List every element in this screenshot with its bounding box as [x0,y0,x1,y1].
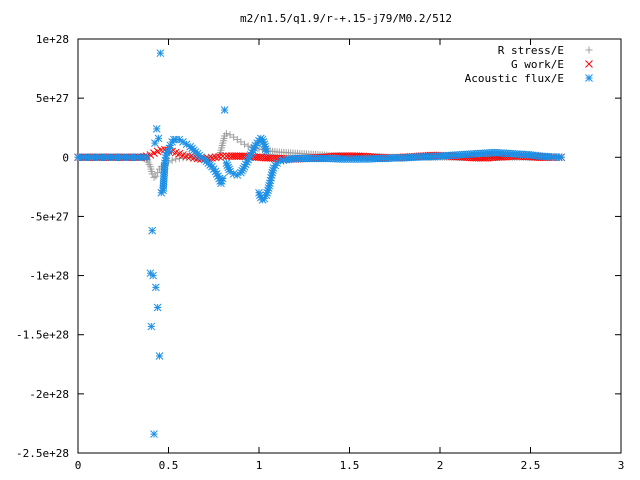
data-point [151,139,159,147]
data-point [226,131,234,139]
data-point [148,226,157,235]
legend-marker [585,60,593,68]
legend-marker [585,74,593,82]
data-point [155,352,164,360]
x-tick-label: 2.5 [521,459,541,472]
data-point [233,136,241,144]
data-point [152,125,161,133]
data-point [150,173,158,181]
x-axis: 0 0.5 1 1.5 2 2.5 3 [75,39,625,472]
data-point [230,133,238,141]
data-point [262,147,271,156]
x-tick-label: 1 [256,459,263,472]
y-tick-label: 0 [62,151,69,164]
y-tick-label: -1e+28 [29,270,69,283]
data-point [150,149,158,157]
x-tick-label: 0.5 [159,459,179,472]
y-axis: 1e+28 5e+27 0 -5e+27 -1e+28 -1.5e+28 -2e+28 -2.… [16,33,621,460]
legend-marker [585,46,593,54]
data-point [175,154,183,162]
data-point [142,153,151,162]
data-point [154,134,163,143]
legend-label: G work/E [511,58,564,71]
data-point [148,170,156,178]
data-point [244,155,252,164]
data-point [151,283,160,292]
y-tick-label: -5e+27 [29,210,69,223]
y-tick-label: -2e+28 [29,388,69,401]
y-tick-label: 1e+28 [36,33,69,46]
data-point [147,322,156,331]
y-tick-label: -2.5e+28 [16,447,69,460]
data-point [220,106,229,114]
data-point [153,303,162,312]
data-point [168,156,176,164]
data-point [255,145,263,153]
data-point [218,152,227,160]
data-point [237,138,245,146]
series-layer [74,49,566,438]
data-point [222,152,231,160]
data-point [150,430,158,438]
data-point [154,169,162,177]
x-tick-label: 1.5 [340,459,360,472]
data-point [156,49,165,58]
data-point [260,194,269,203]
y-tick-label: -1.5e+28 [16,329,69,342]
data-point [149,271,157,280]
x-tick-label: 0 [75,459,82,472]
x-tick-label: 3 [618,459,625,472]
data-point [241,140,249,148]
x-tick-label: 2 [437,459,444,472]
data-point [233,171,242,179]
series-2 [74,49,566,438]
data-point [244,142,252,150]
data-point [557,153,566,162]
data-point [218,174,227,183]
y-tick-label: 5e+27 [36,92,69,105]
data-point [152,172,160,180]
legend-label: R stress/E [498,44,564,57]
data-point [222,130,230,138]
chart-title: m2/n1.5/q1.9/r-+.15-j79/M0.2/512 [240,12,452,25]
legend-label: Acoustic flux/E [465,72,564,85]
